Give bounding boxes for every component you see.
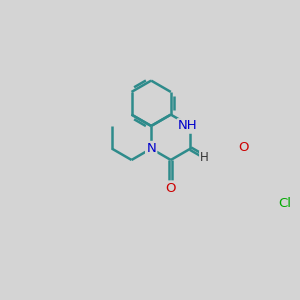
Text: O: O bbox=[238, 141, 249, 154]
Text: O: O bbox=[166, 182, 176, 195]
Text: H: H bbox=[200, 152, 209, 164]
Text: Cl: Cl bbox=[278, 196, 291, 210]
Text: NH: NH bbox=[178, 119, 197, 132]
Text: N: N bbox=[146, 142, 156, 155]
